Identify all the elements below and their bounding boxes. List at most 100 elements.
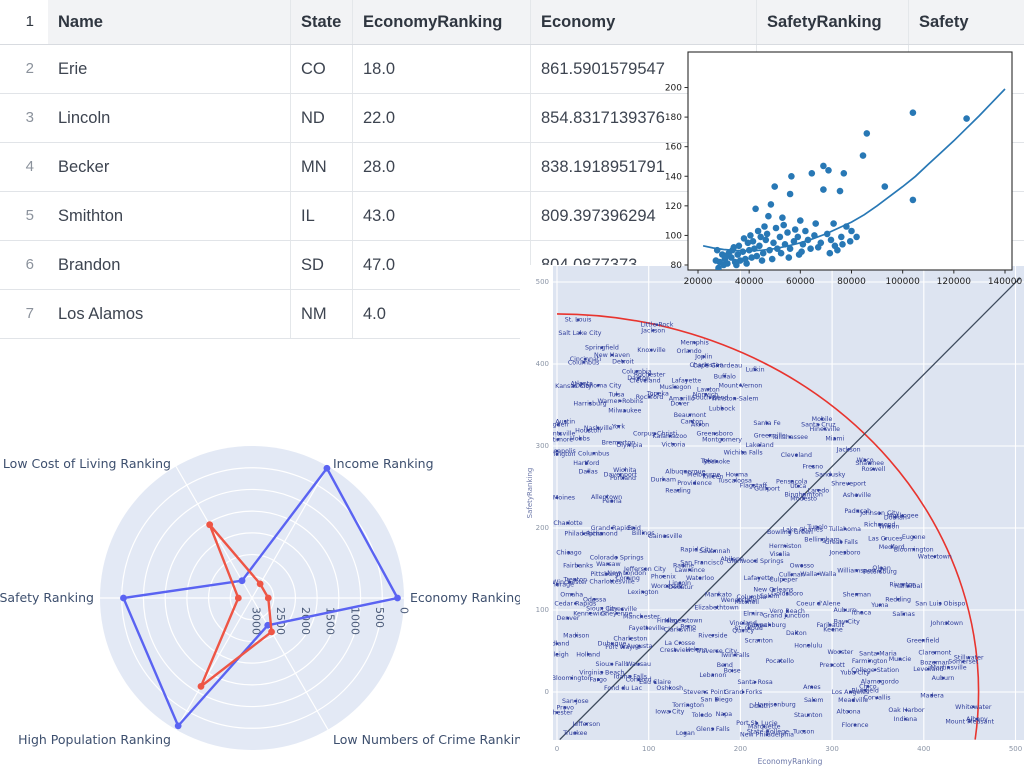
city-point: [576, 564, 580, 568]
city-label: Trenton: [563, 577, 588, 584]
city-point: [563, 706, 567, 709]
city-label: Odessa: [583, 596, 606, 603]
city-label: Waterloo: [686, 575, 714, 582]
city-point: [555, 496, 559, 499]
city-label: Detroit: [612, 359, 634, 366]
city-point: [778, 659, 782, 663]
scatter-point: [713, 246, 721, 254]
city-label: Harrisburg: [573, 400, 606, 407]
radar-marker: [264, 594, 272, 602]
city-label: Roswell: [861, 466, 885, 473]
scatter-point: [766, 246, 773, 254]
city-point: [567, 551, 571, 554]
radar-axis-label: Low Numbers of Crime Ranking: [333, 732, 520, 747]
city-label: Cape Girardeau: [693, 363, 742, 370]
city-label: Wooster: [827, 649, 853, 656]
city-point: [839, 650, 842, 654]
city-label: Oak Harbor: [888, 707, 924, 714]
city-point: [556, 438, 560, 441]
city-label: Pocatello: [766, 658, 795, 665]
city-point: [582, 361, 585, 364]
scatter-point: [780, 221, 787, 229]
city-point: [643, 567, 647, 571]
city-label: Colorado Springs: [590, 555, 644, 562]
city-point: [703, 690, 706, 694]
scatter-point: [739, 248, 747, 255]
scatter-point: [802, 227, 809, 235]
city-label: Dothan: [884, 514, 907, 521]
city-point: [555, 711, 559, 714]
city-label: Winston-Salem: [711, 395, 758, 402]
scatter-point: [762, 236, 770, 244]
city-point: [673, 385, 677, 389]
table-row: 4 Becker MN 28.0 838.1918951791: [0, 143, 1024, 192]
city-point: [856, 509, 860, 513]
city-point: [790, 573, 794, 577]
table-cell: 47.0: [352, 241, 530, 289]
city-label: Prescott: [819, 662, 845, 669]
city-point: [758, 443, 761, 447]
city-point: [839, 540, 843, 544]
city-point: [662, 575, 665, 578]
city-label: Toledo: [691, 712, 712, 719]
city-point: [555, 583, 559, 586]
scatter-point: [826, 249, 834, 257]
city-point: [723, 663, 727, 667]
city-point: [904, 717, 907, 721]
city-label: Madison: [563, 632, 589, 639]
city-point: [773, 703, 777, 706]
scatter-point: [774, 245, 781, 252]
city-point: [702, 473, 706, 476]
table-cell: IL: [290, 192, 352, 240]
city-label: Houston: [575, 427, 601, 434]
scatter-point: [759, 249, 767, 257]
city-label: Santa Cruz: [801, 422, 836, 429]
city-point: [711, 634, 715, 637]
city-point: [648, 395, 651, 399]
city-label: Washington: [538, 451, 575, 458]
row-number: 5: [0, 192, 48, 240]
city-point: [625, 571, 628, 575]
city-label: Wilson: [879, 523, 900, 530]
city-label: Idaho Falls: [614, 673, 647, 680]
city-point: [817, 572, 820, 576]
radar-marker: [174, 722, 182, 730]
city-point: [618, 399, 622, 403]
city-label: Milwaukee: [608, 408, 641, 415]
city-label: Grand Junction: [763, 613, 810, 620]
city-label: Staunton: [794, 712, 823, 719]
scatter-point: [752, 205, 759, 213]
city-label: Midland: [545, 641, 570, 648]
city-label: Clarksville: [664, 627, 696, 634]
radial-tick-label: 1000: [348, 607, 361, 635]
scatter-point: [825, 167, 832, 174]
city-label: Corpus Christi: [633, 431, 678, 438]
scatter-point: [846, 238, 854, 245]
city-point: [847, 447, 850, 451]
scatter-point: [772, 224, 780, 232]
scatter-fit-chart: 20000 40000 60000 80000 100000 120000 140000 80…: [665, 51, 1022, 287]
city-point: [568, 580, 572, 584]
city-label: Fairbanks: [563, 563, 593, 570]
city-label: Bloomington: [894, 546, 934, 553]
city-label: Tullahoma: [828, 526, 861, 533]
city-label: Oshkosh: [656, 685, 683, 692]
table-cell: Smithton: [58, 207, 124, 225]
city-point: [693, 481, 696, 485]
city-label: Wichita Falls: [724, 450, 763, 457]
city-label: Davenport: [604, 472, 638, 479]
city-point: [702, 355, 706, 358]
city-label: Honolulu: [794, 642, 822, 649]
y-tick-label: 500: [536, 278, 549, 286]
city-point: [655, 323, 659, 326]
city-point: [750, 595, 753, 599]
city-label: Jefferson City: [623, 566, 666, 573]
city-label: Atlanta: [570, 381, 593, 388]
city-point: [596, 426, 600, 430]
city-point: [722, 712, 726, 716]
city-label: Cleveland: [781, 452, 812, 459]
scatter-point: [834, 246, 841, 254]
city-label: Bowling Green: [767, 529, 813, 536]
city-label: Farmington: [852, 658, 888, 665]
